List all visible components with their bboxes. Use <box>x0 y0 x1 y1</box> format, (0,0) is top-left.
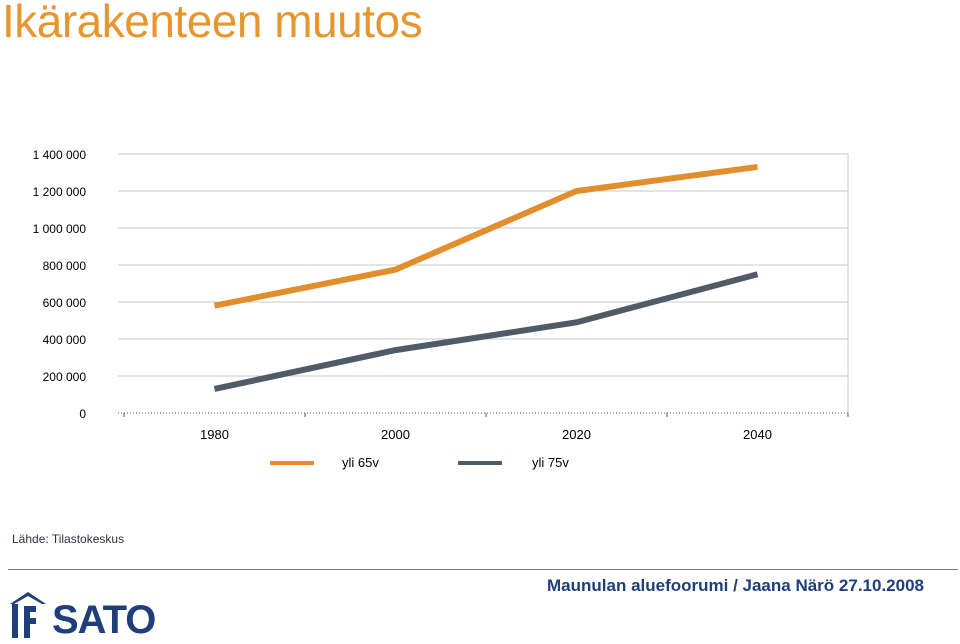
series-line-1 <box>213 163 758 309</box>
x-tick-label: 2000 <box>381 427 410 442</box>
footer-text: Maunulan aluefoorumi / Jaana Närö 27.10.… <box>547 576 924 595</box>
y-tick-labels: 0 200 000 400 000 600 000 800 000 1 000 000 1 … <box>33 148 87 421</box>
house-logo-icon <box>10 592 46 638</box>
legend-label: yli 75v <box>532 455 569 470</box>
y-tick-label: 0 <box>79 407 86 421</box>
x-tick-label: 2020 <box>562 427 591 442</box>
series-line-2 <box>213 271 759 392</box>
logo-wordmark: SATO <box>52 598 156 642</box>
series-lines <box>213 163 759 392</box>
y-tick-label: 800 000 <box>43 259 87 273</box>
axes <box>118 154 849 417</box>
y-tick-label: 1 400 000 <box>33 148 87 162</box>
legend: yli 65v yli 75v <box>270 455 569 470</box>
slide-title: Ikärakenteen muutos <box>2 0 423 47</box>
y-tick-label: 1 000 000 <box>33 222 87 236</box>
y-tick-label: 400 000 <box>43 333 87 347</box>
y-tick-label: 200 000 <box>43 370 87 384</box>
sato-logo: SATO <box>8 588 168 642</box>
x-tick-label: 1980 <box>200 427 229 442</box>
y-tick-label: 600 000 <box>43 296 87 310</box>
source-note: Lähde: Tilastokeskus <box>12 532 125 546</box>
footer-divider <box>8 569 958 570</box>
legend-label: yli 65v <box>342 455 379 470</box>
x-tick-label: 2040 <box>743 427 772 442</box>
gridlines <box>118 153 848 377</box>
line-chart: 0 200 000 400 000 600 000 800 000 1 000 000 1 … <box>33 148 849 470</box>
y-tick-label: 1 200 000 <box>33 185 87 199</box>
x-tick-labels: 1980 2000 2020 2040 <box>200 427 772 442</box>
